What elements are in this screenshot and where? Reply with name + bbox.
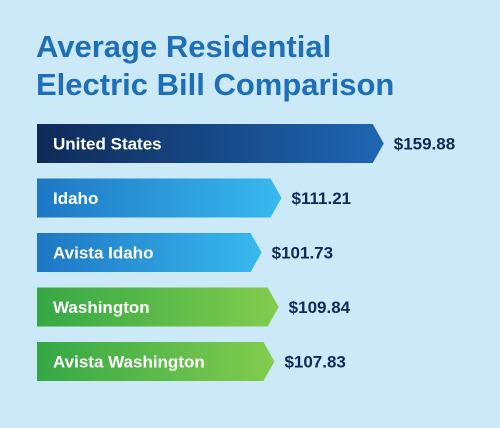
bar-united-states [37, 124, 384, 163]
bar-label-washington: Washington [53, 298, 150, 317]
value-label-avista-idaho: $101.73 [272, 244, 333, 263]
bar-group-washington: Washington $109.84 [37, 287, 351, 327]
chart-title-line-2: Electric Bill Comparison [36, 67, 395, 102]
value-label-idaho: $111.21 [292, 189, 352, 208]
bar-label-idaho: Idaho [53, 189, 98, 208]
bar-avista-washington [37, 342, 275, 381]
value-label-avista-washington: $107.83 [284, 353, 345, 372]
bar-washington [37, 287, 279, 327]
bar-label-avista-idaho: Avista Idaho [53, 244, 153, 263]
bar-group-avista-idaho: Avista Idaho $101.73 [37, 233, 333, 272]
bar-label-united-states: United States [53, 135, 162, 154]
bar-group-idaho: Idaho $111.21 [37, 178, 352, 218]
chart-title: Average Residential Electric Bill Compar… [36, 28, 476, 104]
bar-group-united-states: United States $159.88 [37, 124, 455, 163]
bar-idaho [37, 178, 282, 218]
value-label-washington: $109.84 [289, 298, 351, 317]
chart-title-line-1: Average Residential [36, 29, 332, 64]
value-label-united-states: $159.88 [394, 135, 455, 154]
bar-label-avista-washington: Avista Washington [53, 353, 205, 372]
bar-avista-idaho [37, 233, 262, 272]
bar-group-avista-washington: Avista Washington $107.83 [37, 342, 346, 381]
